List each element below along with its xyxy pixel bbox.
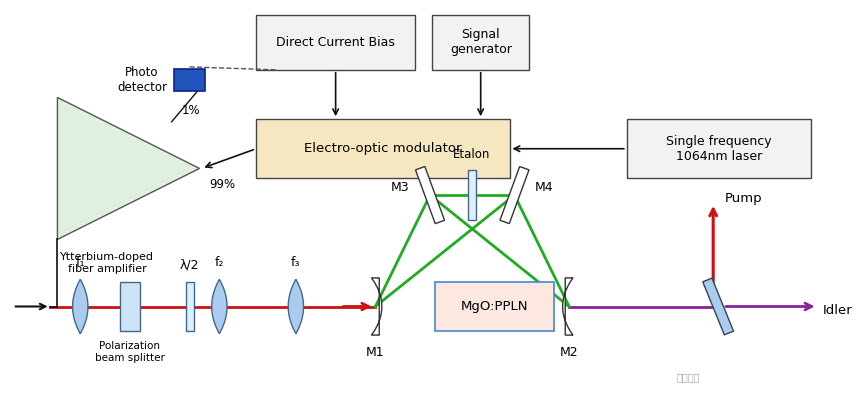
Text: 1%: 1% bbox=[182, 104, 200, 117]
Polygon shape bbox=[288, 279, 304, 334]
FancyBboxPatch shape bbox=[468, 170, 476, 220]
Text: Electro-optic modulator: Electro-optic modulator bbox=[304, 142, 462, 155]
FancyBboxPatch shape bbox=[186, 282, 194, 331]
Text: M3: M3 bbox=[391, 181, 409, 194]
Text: Photo
detector: Photo detector bbox=[117, 66, 167, 94]
Text: Single frequency
1064nm laser: Single frequency 1064nm laser bbox=[666, 135, 772, 163]
Text: Pump: Pump bbox=[725, 192, 763, 204]
Polygon shape bbox=[73, 279, 88, 334]
Text: Etalon: Etalon bbox=[453, 148, 490, 160]
FancyBboxPatch shape bbox=[256, 119, 509, 178]
FancyBboxPatch shape bbox=[174, 69, 206, 90]
Polygon shape bbox=[500, 166, 529, 224]
Polygon shape bbox=[702, 278, 734, 335]
Polygon shape bbox=[562, 278, 573, 335]
Polygon shape bbox=[371, 278, 381, 335]
Text: Idler: Idler bbox=[823, 304, 852, 317]
Text: λ/2: λ/2 bbox=[180, 259, 199, 272]
Polygon shape bbox=[212, 279, 227, 334]
Text: Direct Current Bias: Direct Current Bias bbox=[276, 36, 395, 49]
FancyBboxPatch shape bbox=[120, 282, 140, 331]
FancyBboxPatch shape bbox=[627, 119, 811, 178]
FancyBboxPatch shape bbox=[432, 15, 529, 70]
Text: Ytterbium-doped
fiber amplifier: Ytterbium-doped fiber amplifier bbox=[61, 252, 154, 274]
Text: 红外芯闻: 红外芯闻 bbox=[676, 372, 700, 382]
Text: MgO:PPLN: MgO:PPLN bbox=[461, 300, 529, 313]
Text: f₃: f₃ bbox=[292, 256, 301, 269]
Text: f₁: f₁ bbox=[75, 256, 85, 269]
Text: Signal
generator: Signal generator bbox=[450, 28, 511, 56]
Text: M1: M1 bbox=[366, 346, 385, 359]
Text: Polarization
beam splitter: Polarization beam splitter bbox=[95, 341, 165, 363]
Text: f₂: f₂ bbox=[215, 256, 224, 269]
Polygon shape bbox=[57, 98, 200, 240]
FancyBboxPatch shape bbox=[435, 282, 554, 331]
FancyBboxPatch shape bbox=[256, 15, 415, 70]
Text: M2: M2 bbox=[560, 346, 579, 359]
Polygon shape bbox=[415, 166, 445, 224]
Text: 99%: 99% bbox=[209, 178, 235, 191]
Text: M4: M4 bbox=[535, 181, 554, 194]
